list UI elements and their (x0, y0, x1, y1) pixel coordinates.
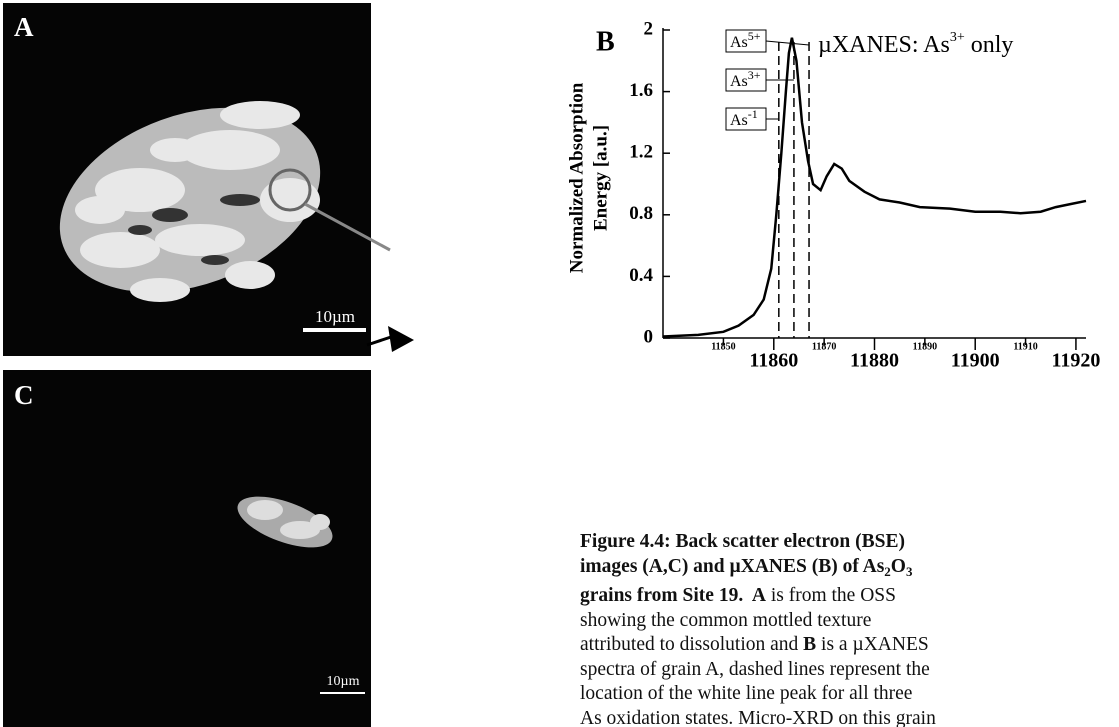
spectrum-line (662, 37, 1087, 338)
grain-pores (128, 194, 260, 265)
annotation-tail: only (965, 32, 1014, 58)
y-tick-label: 1.6 (629, 80, 653, 101)
y-axis-title: Energy [a.u.] (590, 125, 611, 231)
spot-marker (268, 168, 312, 212)
grain-texture (59, 101, 321, 302)
grain-c (237, 496, 333, 548)
annotation-sup: 3+ (950, 30, 965, 45)
x-tick-label: 11900 (951, 350, 1000, 372)
figure-caption: Figure 4.4: Back scatter electron (BSE) i… (580, 530, 1110, 727)
y-tick-label: 2 (644, 18, 654, 39)
label-base: As (730, 112, 748, 129)
caption-text: attributed to dissolution and (580, 634, 804, 655)
bse-image-c (3, 370, 371, 727)
caption-line: location of the white line peak for all … (580, 682, 1110, 707)
link-arrowhead (388, 326, 414, 352)
caption-line: images (A,C) and µXANES (B) of As2O3 (580, 555, 1110, 585)
caption-text: images (A,C) and µXANES (B) of As (580, 555, 885, 577)
y-axis-title: Normalized Absorption (566, 82, 587, 273)
y-tick-label: 0 (644, 326, 654, 347)
x-tick-label: 11870 (812, 341, 836, 352)
scale-bar-label: 10µm (327, 674, 360, 689)
caption-line: Figure 4.4: Back scatter electron (BSE) (580, 530, 1110, 555)
panel-label: A (14, 12, 34, 42)
scale-bar-label: 10µm (315, 307, 355, 326)
x-tick-label: 11880 (850, 350, 899, 372)
caption-text: location of the white line peak for all … (580, 683, 913, 704)
x-tick-label: 11910 (1013, 341, 1037, 352)
caption-text: 3 (905, 563, 913, 579)
label-sup: 5+ (748, 29, 761, 43)
oxidation-label: As-1 (730, 107, 758, 129)
caption-line: showing the common mottled texture (580, 609, 1110, 634)
x-tick-label: 11850 (711, 341, 735, 352)
oxidation-label: As5+ (730, 29, 761, 51)
label-sup: 3+ (748, 68, 761, 82)
label-base: As (730, 73, 748, 90)
label-arrow (765, 40, 810, 46)
y-tick-label: 0.4 (629, 265, 653, 286)
caption-text: is from the OSS (765, 585, 896, 606)
x-tick-label: 11860 (749, 350, 798, 372)
caption-line: spectra of grain A, dashed lines represe… (580, 658, 1110, 683)
oxidation-label: As3+ (730, 68, 761, 90)
label-sup: -1 (748, 107, 758, 121)
annotation: µXANES: As3+ only (818, 30, 1013, 57)
caption-text: is a µXANES (816, 634, 929, 655)
caption-line: grains from Site 19. A is from the OSS (580, 584, 1110, 609)
annotation-text: µXANES: As (818, 32, 950, 58)
y-tick-label: 0.8 (629, 203, 653, 224)
x-tick-label: 11890 (913, 341, 937, 352)
panel-label: C (14, 380, 34, 410)
caption-text: grains from Site 19. A (580, 585, 766, 606)
panel-label: B (596, 26, 615, 57)
spot-pointer (304, 202, 391, 252)
caption-line: As oxidation states. Micro-XRD on this g… (580, 707, 1110, 727)
label-base: As (730, 34, 748, 51)
caption-text: Figure 4.4: Back scatter electron (BSE) (580, 531, 905, 552)
y-tick-label: 1.2 (629, 142, 653, 163)
caption-text: spectra of grain A, dashed lines represe… (580, 658, 930, 680)
x-tick-label: 11920 (1051, 350, 1100, 372)
caption-text: showing the common mottled texture (580, 609, 872, 631)
caption-text: 2 (884, 563, 891, 579)
caption-text: As oxidation states. Micro-XRD on this g… (580, 707, 936, 727)
caption-text: B (803, 634, 817, 655)
caption-text: O (890, 555, 906, 577)
caption-line: attributed to dissolution and B is a µXA… (580, 633, 1110, 658)
